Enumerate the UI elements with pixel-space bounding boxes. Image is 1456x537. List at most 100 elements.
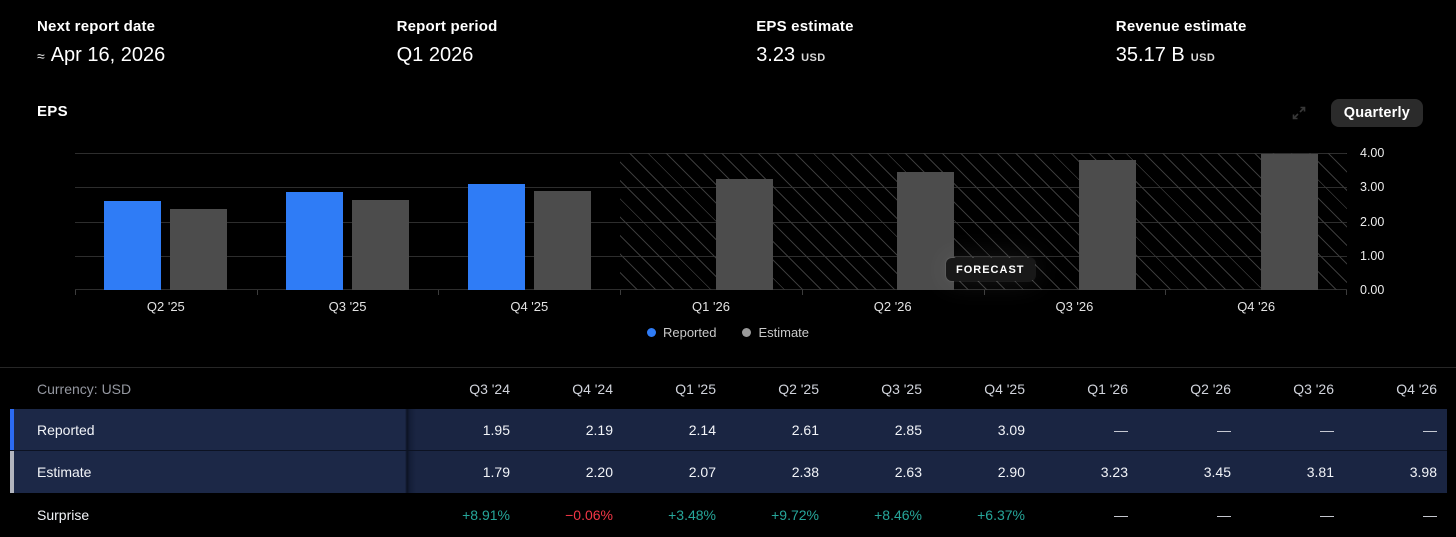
table-cell: — — [1217, 506, 1231, 523]
table-cell: −0.06% — [565, 506, 613, 523]
approx-symbol: ≈ — [37, 48, 45, 64]
currency-label: Currency: USD — [37, 380, 132, 397]
eps-chart: Q2 '25 Q3 '25 Q4 '25 Q1 '26 Q2 '26 Q3 '26 Q4 '… — [75, 146, 1384, 314]
table-cell: +8.91% — [462, 506, 510, 523]
bar-estimate[interactable] — [170, 208, 228, 290]
axis-tick — [802, 290, 803, 295]
legend-label: Reported — [662, 325, 717, 340]
axis-tick — [438, 290, 439, 295]
table-cell: 3.81 — [1306, 464, 1334, 480]
column-header: Q2 '25 — [778, 380, 819, 397]
table-cell: — — [1320, 506, 1334, 523]
column-header: Q4 '26 — [1396, 380, 1437, 397]
stat-unit: USD — [801, 52, 826, 64]
bar-estimate[interactable] — [533, 190, 591, 290]
column-header: Q4 '24 — [572, 380, 613, 397]
chart-legend: Reported Estimate — [0, 325, 1456, 340]
x-axis-label: Q4 '26 — [1237, 299, 1276, 314]
bar-estimate[interactable] — [715, 179, 773, 290]
legend-item-estimate: Estimate — [742, 325, 809, 340]
stats-row: Next report date ≈ Apr 16, 2026 Report peri… — [37, 18, 1456, 67]
table-header-row: Currency: USD Q3 '24 Q4 '24 Q1 '25 Q2 '25 Q3… — [0, 367, 1456, 409]
stat-label: EPS estimate — [756, 18, 854, 35]
row-label: Surprise — [37, 506, 90, 523]
table-cell: 3.09 — [997, 421, 1025, 438]
expand-icon[interactable] — [1289, 103, 1309, 123]
row-label: Reported — [37, 421, 95, 438]
y-axis-label: 1.00 — [1360, 249, 1385, 263]
column-header: Q2 '26 — [1190, 380, 1231, 397]
legend-dot — [646, 328, 656, 337]
axis-tick — [1346, 290, 1347, 295]
table-cell: 2.38 — [791, 464, 819, 480]
x-axis-label: Q2 '26 — [873, 299, 912, 314]
table-cell: — — [1320, 421, 1334, 438]
table-cell: 2.63 — [894, 464, 922, 480]
stat-value: 3.23 USD — [756, 44, 1116, 67]
bar-estimate[interactable] — [1078, 159, 1136, 290]
x-axis-label: Q3 '26 — [1055, 299, 1094, 314]
y-axis-label: 4.00 — [1360, 146, 1385, 160]
bar-estimate[interactable] — [897, 171, 955, 290]
table-cell: 2.85 — [894, 421, 922, 438]
eps-table: Currency: USD Q3 '24 Q4 '24 Q1 '25 Q2 '25 Q3… — [0, 367, 1456, 536]
table-row-reported[interactable]: Reported 1.95 2.19 2.14 2.61 2.85 3.09 — — — — — [10, 409, 1447, 451]
table-cell: — — [1423, 421, 1437, 438]
x-axis-label: Q4 '25 — [510, 299, 549, 314]
table-cell: 1.79 — [482, 464, 510, 480]
bar-reported[interactable] — [286, 192, 344, 290]
stat-block: Revenue estimate 35.17 B USD — [1116, 18, 1456, 67]
table-cell: 2.14 — [688, 421, 716, 438]
chart-title: EPS — [37, 103, 68, 120]
table-cell: 2.90 — [997, 464, 1025, 480]
bar-estimate[interactable] — [352, 199, 410, 290]
forecast-badge-label: FORECAST — [956, 263, 1025, 276]
stat-value: Q1 2026 — [397, 44, 757, 67]
forecast-badge: FORECAST — [946, 258, 1035, 281]
table-cell: 1.95 — [482, 421, 510, 438]
table-cell: +6.37% — [977, 506, 1025, 523]
bar-estimate[interactable] — [1260, 153, 1318, 290]
legend-label: Estimate — [758, 325, 810, 340]
column-header: Q4 '25 — [984, 380, 1025, 397]
table-cell: 2.19 — [585, 421, 613, 438]
stat-value-text: Q1 2026 — [396, 44, 474, 66]
bar-reported[interactable] — [104, 200, 162, 290]
axis-tick — [620, 290, 621, 295]
column-header: Q3 '24 — [469, 380, 510, 397]
chart-controls: Quarterly — [1289, 99, 1423, 127]
stat-value-text: Apr 16, 2026 — [50, 44, 166, 66]
axis-tick — [1165, 290, 1166, 295]
table-cell: 2.20 — [585, 464, 613, 480]
table-cell: 3.98 — [1409, 464, 1437, 480]
axis-tick — [75, 290, 76, 295]
table-cell: 3.23 — [1100, 464, 1128, 480]
stat-value-text: 35.17 B — [1115, 44, 1185, 66]
table-cell: 2.07 — [688, 464, 716, 480]
period-toggle-button[interactable]: Quarterly — [1330, 99, 1423, 127]
table-cell: +8.46% — [874, 506, 922, 523]
table-cell: +9.72% — [771, 506, 819, 523]
x-axis-label: Q3 '25 — [328, 299, 367, 314]
row-label: Estimate — [37, 464, 92, 480]
axis-tick — [257, 290, 258, 295]
table-row-estimate[interactable]: Estimate 1.79 2.20 2.07 2.38 2.63 2.90 3.23 3.45… — [10, 451, 1447, 493]
x-axis-label: Q2 '25 — [146, 299, 185, 314]
table-cell: — — [1217, 421, 1231, 438]
stat-unit: USD — [1190, 52, 1216, 64]
stat-value-text: 3.23 — [756, 44, 796, 66]
y-axis-label: 3.00 — [1360, 180, 1385, 194]
column-header: Q1 '26 — [1087, 380, 1128, 397]
table-cell: — — [1423, 506, 1437, 523]
stat-value: ≈ Apr 16, 2026 — [37, 44, 397, 67]
bar-reported[interactable] — [467, 184, 525, 290]
stat-label: Revenue estimate — [1115, 18, 1247, 35]
table-row-surprise[interactable]: Surprise +8.91% −0.06% +3.48% +9.72% +8.46% +6… — [0, 493, 1456, 536]
y-axis-label: 0.00 — [1360, 283, 1385, 297]
table-cell: +3.48% — [668, 506, 716, 523]
axis-tick — [984, 290, 985, 295]
legend-item-reported: Reported — [646, 325, 717, 340]
stat-value: 35.17 B USD — [1116, 44, 1456, 67]
table-cell: — — [1114, 421, 1128, 438]
